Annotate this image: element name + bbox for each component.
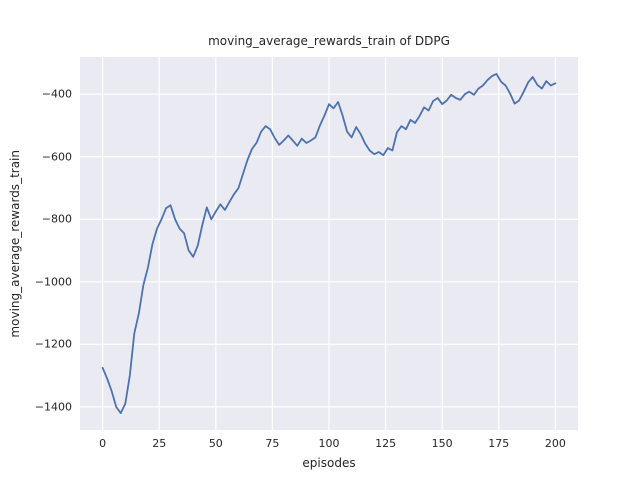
y-tick-labels: −400 −600 −800 −1000 −1200 −1400 <box>0 0 72 480</box>
x-tick-label: 175 <box>488 437 510 450</box>
x-tick-labels: 0 25 50 75 100 125 150 175 200 <box>0 437 640 453</box>
x-tick-label: 75 <box>265 437 280 450</box>
x-tick-label: 0 <box>99 437 107 450</box>
y-tick-label: −600 <box>41 150 72 164</box>
x-tick-label: 150 <box>431 437 453 450</box>
y-tick-label: −800 <box>41 212 72 226</box>
x-tick-label: 50 <box>208 437 223 450</box>
y-tick-label: −1000 <box>34 275 72 289</box>
plot-area <box>80 57 578 430</box>
x-tick-label: 125 <box>375 437 397 450</box>
y-tick-label: −1400 <box>34 400 72 414</box>
y-tick-label: −1200 <box>34 337 72 351</box>
y-tick-label: −400 <box>41 87 72 101</box>
line-chart-svg <box>80 57 578 430</box>
x-tick-label: 25 <box>152 437 167 450</box>
x-tick-label: 200 <box>544 437 566 450</box>
x-axis-label: episodes <box>302 456 356 470</box>
x-tick-label: 100 <box>318 437 340 450</box>
chart-title: moving_average_rewards_train of DDPG <box>208 34 450 48</box>
